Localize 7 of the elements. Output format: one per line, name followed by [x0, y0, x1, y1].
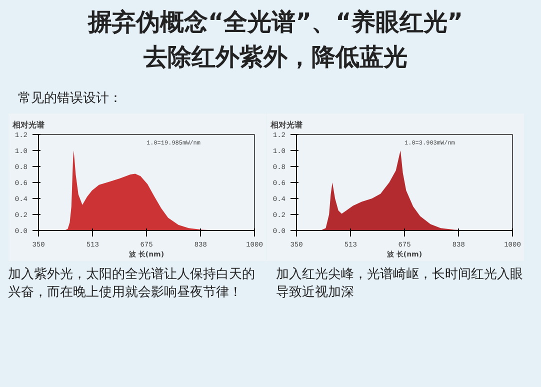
- text: 常见的错误设计：: [18, 90, 122, 108]
- text: 加入紫外光，太阳的全光谱让人保持白天的兴奋，而在晚上使用就会影响昼夜节律！: [8, 266, 256, 302]
- y-axis-title: 相对光谱: [12, 120, 44, 130]
- chart-subtitle: 去除红外紫外，降低蓝光: [144, 42, 408, 74]
- text: 加入红光尖峰，光谱崎岖，长时间红光入眼导致近视加深: [276, 266, 524, 302]
- y-axis-title: 相对光谱: [270, 120, 302, 130]
- chart-title: 摒弃伪概念“全光谱”、“养眼红光”: [88, 7, 464, 38]
